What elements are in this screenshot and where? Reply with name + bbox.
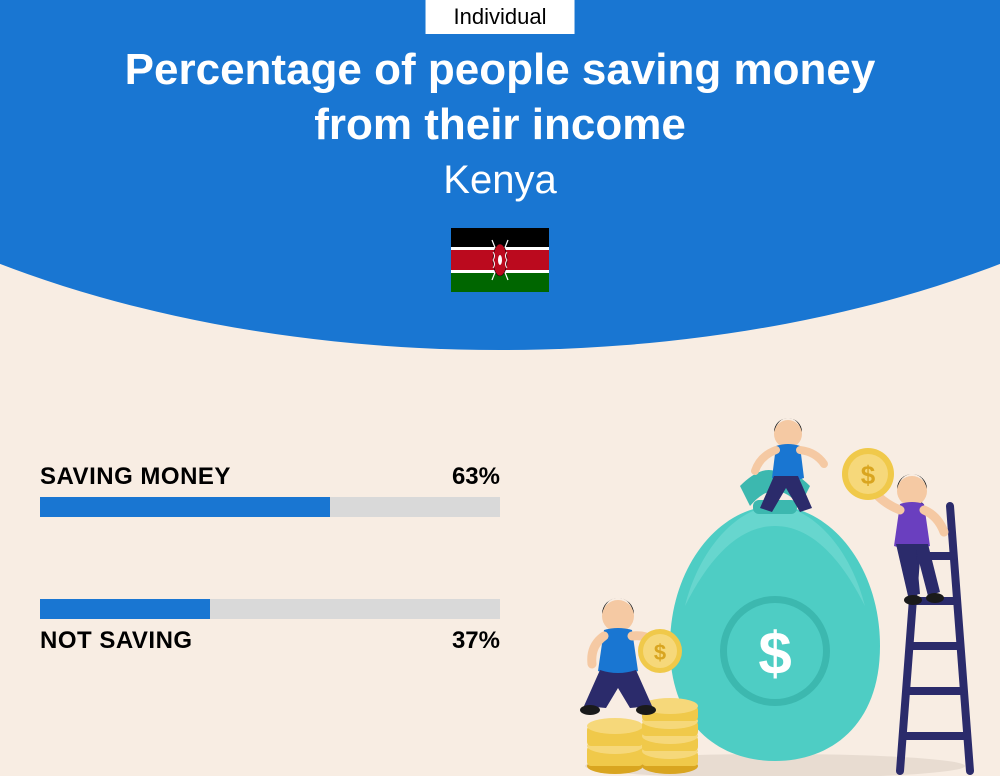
main-title-line2: from their income: [0, 97, 1000, 152]
savings-illustration: $ $: [560, 416, 990, 776]
category-tag: Individual: [426, 0, 575, 34]
bar-value-saving: 63%: [452, 463, 500, 491]
kenya-flag-icon: [451, 228, 549, 292]
bar-fill-saving: [40, 497, 330, 517]
bar-fill-not-saving: [40, 599, 210, 619]
bars-section: SAVING MONEY 63% NOT SAVING 37%: [40, 463, 500, 655]
svg-text:$: $: [861, 460, 876, 490]
bar-row-saving: SAVING MONEY 63%: [40, 463, 500, 517]
bar-track-not-saving: [40, 599, 500, 619]
person-top-icon: [755, 418, 824, 512]
bar-value-not-saving: 37%: [452, 627, 500, 655]
country-name: Kenya: [0, 158, 1000, 203]
dollar-sign-icon: $: [758, 620, 791, 687]
main-title-line1: Percentage of people saving money: [0, 42, 1000, 97]
category-tag-text: Individual: [454, 4, 547, 29]
bar-label-saving: SAVING MONEY: [40, 463, 231, 491]
person-sitting-icon: $: [580, 598, 682, 715]
bar-row-not-saving: NOT SAVING 37%: [40, 599, 500, 655]
bar-track-saving: [40, 497, 500, 517]
title-block: Percentage of people saving money from t…: [0, 42, 1000, 203]
svg-text:$: $: [654, 640, 666, 665]
bar-label-not-saving: NOT SAVING: [40, 627, 193, 655]
